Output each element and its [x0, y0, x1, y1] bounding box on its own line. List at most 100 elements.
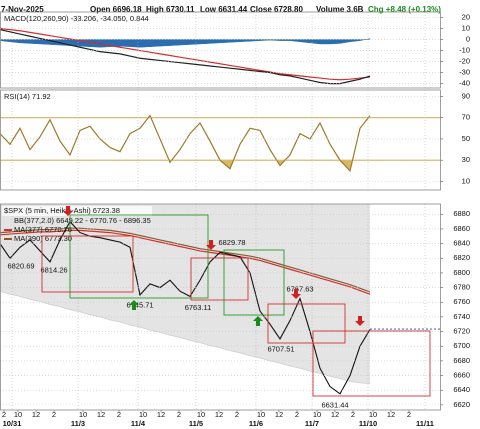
rsi-oversold-fill [169, 160, 353, 171]
annotation-arrow [253, 316, 263, 326]
x-tick-label: 10 [14, 410, 22, 419]
series-line [0, 27, 371, 81]
pane: 20 10 0 -10 -20 -30 -40 MACD(120,260,90) -33.20… [0, 11, 470, 89]
x-tick-label: 10 [139, 410, 147, 419]
pane-body [0, 174, 440, 395]
x-tick-label: 12 [387, 410, 395, 419]
y-tick-label: 6680 [453, 356, 470, 365]
x-tick-label: 2 [235, 410, 239, 419]
header-open: Open 6696.18 [90, 5, 142, 14]
x-tick-label: 12 [157, 410, 165, 419]
x-tick-label: 12 [32, 410, 40, 419]
pane-body [0, 27, 371, 85]
x-tick-label: 2 [295, 410, 299, 419]
y-tick-label: 6820 [453, 253, 470, 262]
band-lower [0, 290, 371, 385]
pane-border [0, 11, 441, 89]
legend-entry: MA(390) 6773.30 [14, 234, 72, 243]
price-annotation: 6814.26 [40, 265, 67, 274]
pane-title: MACD(120,260,90) -33.206, -34.050, 0.844 [4, 14, 149, 23]
title-bg [2, 206, 152, 216]
y-tick-label: 6720 [453, 327, 470, 336]
annotation-box [312, 330, 431, 397]
annotation-arrow [291, 289, 301, 299]
header-change: Chg +8.48 (+0.13%) [368, 5, 441, 14]
y-tick-label: 20 [462, 12, 470, 21]
price-annotation: 6820.69 [7, 262, 34, 271]
annotation-box [69, 214, 209, 299]
y-tick-label: -10 [459, 46, 470, 55]
x-tick-label: 2 [52, 410, 56, 419]
date-tick-label: 11/3 [71, 419, 85, 428]
annotation-box [190, 257, 249, 301]
price-annotation: 6829.78 [218, 238, 245, 247]
series-line [0, 220, 371, 395]
x-tick-label: 10 [197, 410, 205, 419]
legend-entry: MA(377) 6770.76 [14, 225, 72, 234]
y-tick-label: -20 [459, 57, 470, 66]
series-line [0, 29, 371, 85]
pane-title: $SPX (5 min, Heikin-Ashi) 6723.38 [4, 206, 120, 215]
y-tick-label: 6660 [453, 371, 470, 380]
x-tick-label: 10 [369, 410, 377, 419]
price-annotation: 6745.71 [126, 301, 153, 310]
pane: 90 70 50 30 10 RSI(14) 71.92 [0, 89, 470, 191]
y-tick-label: 50 [462, 134, 470, 143]
x-tick-label: 2 [117, 410, 121, 419]
y-tick-label: 6740 [453, 312, 470, 321]
x-tick-label: 2 [177, 410, 181, 419]
legend-entry: BB(377,2.0) 6649.22 - 6770.76 - 6896.35 [14, 216, 151, 225]
pane-body [0, 114, 440, 173]
y-tick-label: 6880 [453, 209, 470, 218]
y-tick-label: 30 [462, 155, 470, 164]
date-tick-label: 11/6 [249, 419, 263, 428]
price-annotation: 6707.51 [267, 345, 294, 354]
y-tick-label: 90 [462, 91, 470, 100]
annotation-shapes [41, 206, 431, 397]
annotation-box [41, 235, 134, 293]
annotation-arrow [63, 206, 73, 216]
series-line [0, 114, 371, 173]
x-tick-label: 12 [331, 410, 339, 419]
annotation-box [267, 303, 346, 344]
header-volume: Volume 3.6B [316, 5, 364, 14]
x-tick-label: 10 [313, 410, 321, 419]
y-tick-label: 6840 [453, 239, 470, 248]
x-tick-label: 2 [351, 410, 355, 419]
title-bg [2, 92, 152, 102]
y-tick-label: 6800 [453, 268, 470, 277]
annotation-arrow [355, 316, 365, 326]
header-low: Low 6631.44 [200, 5, 248, 14]
y-tick-label: 6640 [453, 385, 470, 394]
x-tick-label: 12 [215, 410, 223, 419]
series-line [0, 229, 371, 295]
x-tick-label: 10 [79, 410, 87, 419]
price-annotation: 6631.44 [321, 400, 348, 409]
x-tick-label: 12 [275, 410, 283, 419]
y-tick-label: 10 [462, 176, 470, 185]
pane-title: RSI(14) 71.92 [4, 92, 51, 101]
header-date: 7-Nov-2025 [1, 5, 44, 14]
y-tick-label: 70 [462, 113, 470, 122]
rsi-overbought-fill [148, 115, 370, 118]
price-annotation: 6763.11 [185, 303, 212, 312]
x-tick-label: 2 [407, 410, 411, 419]
y-tick-label: 6760 [453, 297, 470, 306]
date-tick-label: 11/10 [359, 419, 377, 428]
annotation-box [223, 249, 285, 316]
y-tick-label: -40 [459, 79, 470, 88]
y-tick-label: 6700 [453, 341, 470, 350]
date-tick-label: 11/4 [131, 419, 146, 428]
series-line [0, 227, 371, 293]
y-tick-label: 10 [462, 24, 470, 33]
title-bg [2, 14, 152, 24]
x-tick-label: 10 [257, 410, 265, 419]
y-tick-label: -30 [459, 68, 470, 77]
annotation-arrow [129, 300, 139, 310]
band-upper [0, 174, 370, 203]
date-tick-label: 11/11 [416, 419, 434, 428]
pane: 6880 6860 6840 6820 6800 6780 6760 6740 6720 6700… [0, 12, 470, 428]
histogram-area [0, 38, 371, 48]
y-tick-label: 6780 [453, 283, 470, 292]
